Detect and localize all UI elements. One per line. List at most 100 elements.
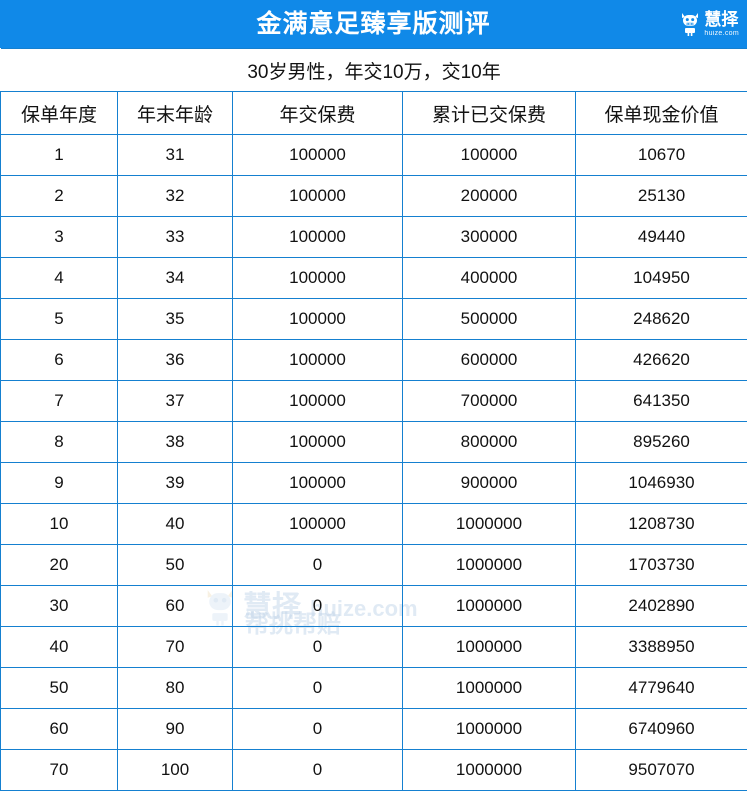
cell-annual-premium: 100000 — [233, 135, 403, 176]
table-header-row: 保单年度 年末年龄 年交保费 累计已交保费 保单现金价值 — [1, 92, 747, 135]
cell-cash-value: 1208730 — [576, 504, 747, 545]
cell-annual-premium: 100000 — [233, 504, 403, 545]
cell-cumulative-premium: 600000 — [403, 340, 576, 381]
cell-cash-value: 10670 — [576, 135, 747, 176]
page-title: 金满意足臻享版测评 — [256, 12, 490, 37]
cell-annual-premium: 100000 — [233, 217, 403, 258]
cell-cumulative-premium: 400000 — [403, 258, 576, 299]
cell-age: 70 — [118, 627, 233, 668]
cell-cumulative-premium: 1000000 — [403, 586, 576, 627]
cash-value-table: 30岁男性，年交10万，交10年 保单年度 年末年龄 年交保费 累计已交保费 保… — [0, 48, 747, 791]
cell-cumulative-premium: 900000 — [403, 463, 576, 504]
cell-policy-year: 5 — [1, 299, 118, 340]
cell-cumulative-premium: 1000000 — [403, 545, 576, 586]
brand-logo: 慧择 huize.com — [679, 11, 739, 37]
cell-annual-premium: 0 — [233, 668, 403, 709]
cell-cumulative-premium: 100000 — [403, 135, 576, 176]
cell-annual-premium: 100000 — [233, 463, 403, 504]
cell-annual-premium: 100000 — [233, 299, 403, 340]
cell-policy-year: 6 — [1, 340, 118, 381]
brand-name: 慧择 — [704, 11, 738, 28]
cell-cumulative-premium: 1000000 — [403, 504, 576, 545]
table-region: 慧择 huize.com 帮挑帮赔 30岁男性，年交10万，交10年 — [0, 48, 747, 774]
cell-cash-value: 2402890 — [576, 586, 747, 627]
cell-cumulative-premium: 500000 — [403, 299, 576, 340]
cell-cash-value: 3388950 — [576, 627, 747, 668]
cell-annual-premium: 100000 — [233, 176, 403, 217]
cell-cash-value: 4779640 — [576, 668, 747, 709]
column-header-age: 年末年龄 — [118, 92, 233, 135]
cell-age: 60 — [118, 586, 233, 627]
table-body: 30岁男性，年交10万，交10年 保单年度 年末年龄 年交保费 累计已交保费 保… — [1, 49, 747, 791]
brand-url: huize.com — [704, 30, 739, 37]
cell-policy-year: 3 — [1, 217, 118, 258]
cell-cumulative-premium: 1000000 — [403, 750, 576, 791]
cell-cash-value: 25130 — [576, 176, 747, 217]
cell-age: 39 — [118, 463, 233, 504]
cell-policy-year: 70 — [1, 750, 118, 791]
cell-policy-year: 20 — [1, 545, 118, 586]
cell-cash-value: 104950 — [576, 258, 747, 299]
cell-age: 32 — [118, 176, 233, 217]
page-root: 金满意足臻享版测评 慧择 huize.com — [0, 0, 747, 774]
cell-policy-year: 10 — [1, 504, 118, 545]
cell-cash-value: 248620 — [576, 299, 747, 340]
cell-cash-value: 1703730 — [576, 545, 747, 586]
cell-age: 38 — [118, 422, 233, 463]
cell-policy-year: 60 — [1, 709, 118, 750]
cell-policy-year: 2 — [1, 176, 118, 217]
cell-age: 50 — [118, 545, 233, 586]
cell-cash-value: 895260 — [576, 422, 747, 463]
cell-age: 37 — [118, 381, 233, 422]
cell-annual-premium: 0 — [233, 586, 403, 627]
cell-cash-value: 426620 — [576, 340, 747, 381]
cell-cash-value: 6740960 — [576, 709, 747, 750]
cell-policy-year: 9 — [1, 463, 118, 504]
cell-annual-premium: 100000 — [233, 340, 403, 381]
cell-annual-premium: 100000 — [233, 381, 403, 422]
cell-cash-value: 1046930 — [576, 463, 747, 504]
cell-policy-year: 8 — [1, 422, 118, 463]
cell-cumulative-premium: 300000 — [403, 217, 576, 258]
subtitle-cell: 30岁男性，年交10万，交10年 — [1, 49, 747, 92]
cell-age: 31 — [118, 135, 233, 176]
column-header-annual-premium: 年交保费 — [233, 92, 403, 135]
brand-text: 慧择 huize.com — [704, 11, 739, 37]
cell-cumulative-premium: 1000000 — [403, 668, 576, 709]
cell-cumulative-premium: 1000000 — [403, 709, 576, 750]
column-header-cumulative-premium: 累计已交保费 — [403, 92, 576, 135]
cell-age: 33 — [118, 217, 233, 258]
cell-cumulative-premium: 1000000 — [403, 627, 576, 668]
cell-age: 90 — [118, 709, 233, 750]
cell-policy-year: 40 — [1, 627, 118, 668]
cell-age: 36 — [118, 340, 233, 381]
cell-annual-premium: 0 — [233, 627, 403, 668]
cell-age: 100 — [118, 750, 233, 791]
column-header-policy-year: 保单年度 — [1, 92, 118, 135]
cow-mascot-icon — [679, 11, 701, 37]
cell-cumulative-premium: 800000 — [403, 422, 576, 463]
cell-annual-premium: 0 — [233, 709, 403, 750]
cell-cash-value: 9507070 — [576, 750, 747, 791]
cell-cash-value: 49440 — [576, 217, 747, 258]
column-header-cash-value: 保单现金价值 — [576, 92, 747, 135]
cell-age: 34 — [118, 258, 233, 299]
cell-policy-year: 1 — [1, 135, 118, 176]
cell-annual-premium: 100000 — [233, 258, 403, 299]
subtitle-row: 30岁男性，年交10万，交10年 — [1, 49, 747, 92]
cell-policy-year: 30 — [1, 586, 118, 627]
cell-cumulative-premium: 700000 — [403, 381, 576, 422]
